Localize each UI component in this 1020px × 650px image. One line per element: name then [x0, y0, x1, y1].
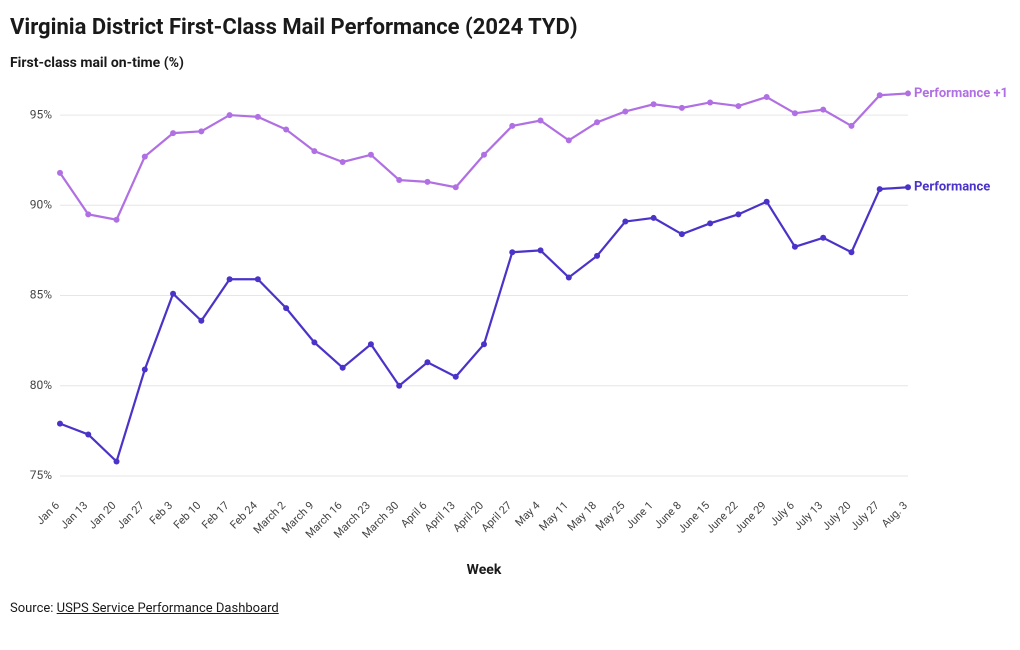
x-tick-label: Jan 27	[114, 499, 147, 532]
data-point	[848, 123, 854, 129]
data-point	[85, 211, 91, 217]
data-point	[283, 127, 289, 133]
data-point	[198, 128, 204, 134]
x-tick-label: Jan 20	[86, 499, 119, 532]
data-point	[114, 459, 120, 465]
data-point	[453, 184, 459, 190]
y-axis-label: First-class mail on-time (%)	[10, 55, 1010, 71]
data-point	[453, 374, 459, 380]
data-point	[566, 274, 572, 280]
data-point	[764, 199, 770, 205]
data-point	[255, 114, 261, 120]
x-tick-label: July 13	[791, 499, 825, 533]
y-tick-label: 90%	[30, 197, 52, 211]
data-point	[85, 431, 91, 437]
data-point	[792, 244, 798, 250]
x-tick-label: Feb 17	[199, 499, 232, 532]
data-point	[820, 107, 826, 113]
chart-area: 75%80%85%90%95%Jan 6Jan 13Jan 20Jan 27Fe…	[10, 79, 1010, 593]
x-tick-label: June 29	[732, 499, 769, 536]
data-point	[877, 186, 883, 192]
data-point	[538, 247, 544, 253]
data-point	[905, 184, 911, 190]
data-point	[820, 235, 826, 241]
data-point	[396, 383, 402, 389]
data-point	[651, 215, 657, 221]
data-point	[481, 341, 487, 347]
series-label: Performance +1	[914, 86, 1008, 101]
data-point	[764, 94, 770, 100]
data-point	[707, 99, 713, 105]
x-tick-label: July 27	[848, 499, 882, 533]
chart-svg: 75%80%85%90%95%Jan 6Jan 13Jan 20Jan 27Fe…	[10, 79, 1010, 589]
data-point	[142, 367, 148, 373]
data-point	[424, 179, 430, 185]
x-tick-label: May 25	[593, 499, 628, 534]
x-tick-label: July 20	[820, 499, 854, 533]
source-prefix: Source:	[10, 601, 57, 616]
data-point	[509, 249, 515, 255]
data-point	[227, 276, 233, 282]
data-point	[566, 137, 572, 143]
source-line: Source: USPS Service Performance Dashboa…	[10, 601, 1010, 616]
data-point	[424, 359, 430, 365]
data-point	[368, 152, 374, 158]
data-point	[340, 159, 346, 165]
data-point	[198, 318, 204, 324]
x-tick-label: April 27	[479, 499, 515, 535]
data-point	[651, 101, 657, 107]
y-tick-label: 80%	[30, 378, 52, 392]
data-point	[679, 231, 685, 237]
source-link[interactable]: USPS Service Performance Dashboard	[57, 601, 279, 616]
data-point	[877, 92, 883, 98]
data-point	[622, 108, 628, 114]
y-tick-label: 95%	[30, 107, 52, 121]
data-point	[622, 219, 628, 225]
data-point	[311, 148, 317, 154]
x-axis-label: Week	[467, 562, 502, 578]
series-line	[60, 187, 908, 461]
x-tick-label: April 13	[422, 499, 458, 535]
data-point	[57, 421, 63, 427]
data-point	[538, 118, 544, 124]
data-point	[481, 152, 487, 158]
series-label: Performance	[914, 180, 990, 195]
x-tick-label: April 20	[450, 499, 486, 535]
data-point	[142, 154, 148, 160]
data-point	[114, 217, 120, 223]
data-point	[509, 123, 515, 129]
page-root: Virginia District First-Class Mail Perfo…	[0, 0, 1020, 650]
data-point	[170, 291, 176, 297]
x-tick-label: Jan 13	[58, 499, 91, 532]
data-point	[311, 339, 317, 345]
data-point	[905, 90, 911, 96]
data-point	[255, 276, 261, 282]
y-tick-label: 75%	[30, 468, 52, 482]
x-tick-label: June 1	[623, 499, 655, 531]
data-point	[340, 365, 346, 371]
x-tick-label: Aug. 3	[879, 499, 910, 530]
x-tick-label: May 11	[536, 499, 571, 534]
data-point	[227, 112, 233, 118]
data-point	[594, 119, 600, 125]
x-tick-label: May 18	[565, 499, 600, 534]
data-point	[170, 130, 176, 136]
data-point	[57, 170, 63, 176]
data-point	[368, 341, 374, 347]
data-point	[283, 305, 289, 311]
data-point	[735, 103, 741, 109]
data-point	[707, 220, 713, 226]
y-tick-label: 85%	[30, 288, 52, 302]
data-point	[679, 105, 685, 111]
data-point	[848, 249, 854, 255]
chart-title: Virginia District First-Class Mail Perfo…	[10, 15, 1010, 40]
data-point	[792, 110, 798, 116]
data-point	[396, 177, 402, 183]
data-point	[735, 211, 741, 217]
x-tick-label: Feb 10	[171, 499, 204, 532]
data-point	[594, 253, 600, 259]
